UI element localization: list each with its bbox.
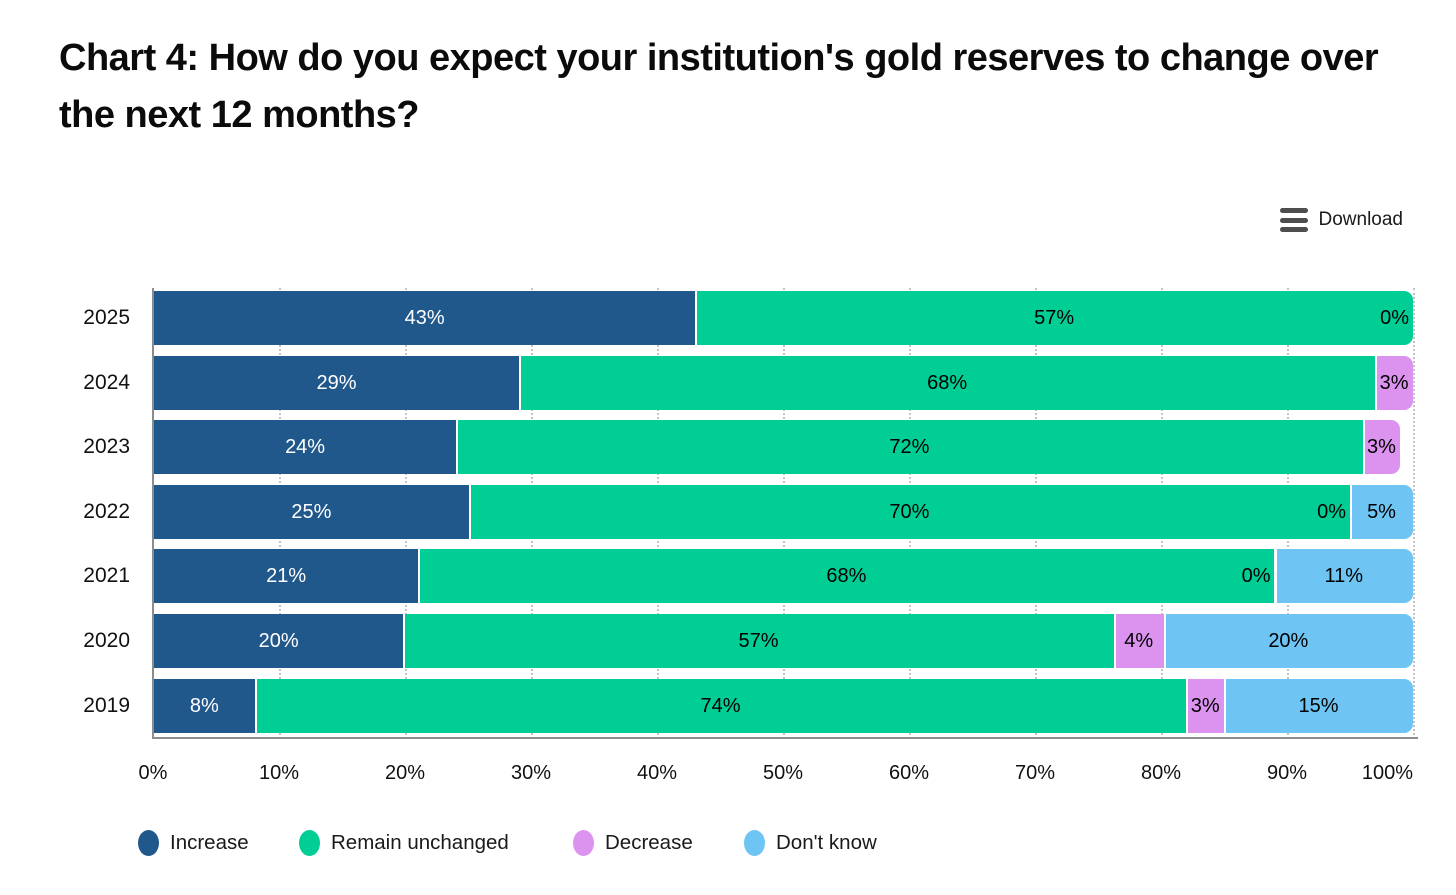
bar-segment-decrease — [1362, 420, 1401, 474]
bar-row-2021: 21% 68% 0% 11% — [154, 549, 1413, 603]
bar-row-2022: 25% 70% 0% 5% — [154, 485, 1413, 539]
bar-segment-remain-unchanged — [403, 614, 1114, 668]
bar-row-2023: 24% 72% 3% — [154, 420, 1413, 474]
chart-title: Chart 4: How do you expect your institut… — [59, 37, 1379, 136]
y-axis-label-2025: 2025 — [83, 306, 130, 329]
legend-label: Don't know — [776, 831, 877, 854]
bar-row-2020: 20% 57% 4% 20% — [154, 614, 1413, 668]
x-axis-tick-label: 40% — [636, 762, 678, 784]
bar-segment-increase — [154, 485, 469, 539]
bar-segment-decrease — [1186, 679, 1225, 733]
bar-segment-remain-unchanged — [695, 291, 1413, 345]
legend-item-increase: Increase — [138, 828, 249, 858]
bar-segment-remain-unchanged — [468, 485, 1351, 539]
legend-swatch-icon — [138, 830, 159, 856]
x-axis-tick-label: 90% — [1266, 762, 1308, 784]
bar-segment-decrease — [1113, 614, 1164, 668]
bar-segment-don-t-know — [1350, 485, 1413, 539]
x-axis-tick-label: 80% — [1140, 762, 1182, 784]
legend-item-decrease: Decrease — [573, 828, 693, 858]
download-label: Download — [1318, 209, 1404, 230]
bar-row-2024: 29% 68% 3% — [154, 356, 1413, 410]
bar-segment-decrease — [1375, 356, 1413, 410]
bar-segment-increase — [154, 614, 404, 668]
legend-swatch-icon — [573, 830, 594, 856]
x-axis-tick-label: 30% — [510, 762, 552, 784]
bar-segment-remain-unchanged — [519, 356, 1376, 410]
bar-segment-increase — [154, 549, 419, 603]
bar-segment-increase — [154, 356, 520, 410]
bar-segment-don-t-know — [1224, 679, 1413, 733]
bar-segment-remain-unchanged — [456, 420, 1363, 474]
bar-row-2025: 43% 57% 0% — [154, 291, 1413, 345]
x-axis-tick-label: 50% — [762, 762, 804, 784]
bar-segment-remain-unchanged — [254, 679, 1187, 733]
x-axis-tick-label: 60% — [888, 762, 930, 784]
x-axis-tick-label: 0% — [138, 762, 168, 784]
bar-segment-don-t-know — [1274, 549, 1413, 603]
x-axis-tick-label: 20% — [384, 762, 426, 784]
legend-label: Decrease — [605, 831, 693, 854]
bar-segment-increase — [154, 291, 696, 345]
x-axis-tick-label: 10% — [258, 762, 300, 784]
legend-swatch-icon — [744, 830, 765, 856]
bar-row-2019: 8% 74% 3% 15% — [154, 679, 1413, 733]
y-axis-label-2023: 2023 — [83, 435, 130, 458]
x-axis-tick-label: 70% — [1014, 762, 1056, 784]
bar-segment-don-t-know — [1163, 614, 1413, 668]
y-axis-label-2022: 2022 — [83, 500, 130, 523]
x-axis-line — [152, 737, 1418, 739]
y-axis-label-2019: 2019 — [83, 694, 130, 717]
gridline — [1413, 288, 1415, 739]
y-axis-label-2020: 2020 — [83, 629, 130, 652]
legend-label: Increase — [170, 831, 249, 854]
legend-item-dont-know: Don't know — [744, 828, 877, 858]
bar-segment-increase — [154, 679, 255, 733]
bar-segment-increase — [154, 420, 457, 474]
y-axis-line — [152, 288, 154, 737]
legend-swatch-icon — [299, 830, 320, 856]
legend-item-remain-unchanged: Remain unchanged — [299, 828, 509, 858]
download-button[interactable]: Download — [1279, 204, 1404, 236]
y-axis-label-2021: 2021 — [83, 564, 130, 587]
download-menu-icon — [1279, 208, 1308, 232]
bar-segment-remain-unchanged — [418, 549, 1275, 603]
x-axis-tick-label: 100% — [1361, 762, 1413, 784]
legend-label: Remain unchanged — [331, 831, 509, 854]
y-axis-label-2024: 2024 — [83, 371, 130, 394]
chart-legend: Increase Remain unchanged Decrease Don't kn… — [0, 828, 1456, 858]
